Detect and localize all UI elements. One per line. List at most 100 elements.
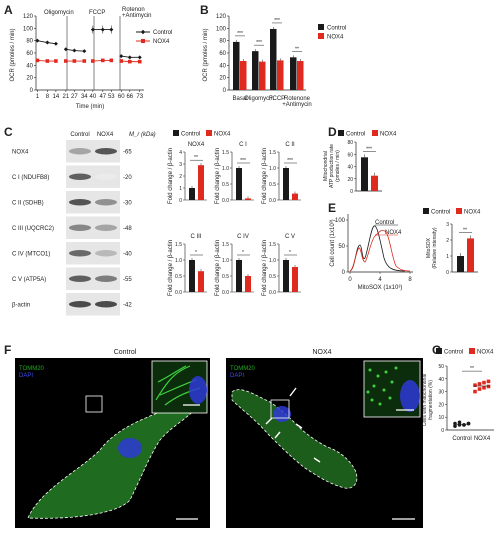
blot-band xyxy=(95,199,117,205)
chart-g-point-nox4 xyxy=(473,383,477,387)
chart-b-cat-rotenone: Rotenone +Antimycin xyxy=(282,96,312,108)
legend-e-nox4: NOX4 xyxy=(464,210,481,216)
chart-a-point-control xyxy=(128,55,132,59)
chart-c-ytick-label: 1.0 xyxy=(222,166,229,172)
chart-a-ytick-label: 120 xyxy=(23,14,34,20)
panel-label-a: A xyxy=(4,3,13,17)
blot-band xyxy=(95,301,117,307)
chart-a-point-nox4 xyxy=(110,59,114,63)
chart-c-ytick-label: 0 xyxy=(179,198,182,204)
chart-a-point-nox4 xyxy=(101,59,105,63)
chart-c-bar xyxy=(292,267,298,292)
chart-b-bar xyxy=(297,61,304,90)
chart-a-ytick-label: 80 xyxy=(26,39,33,45)
chart-b-bar xyxy=(233,42,240,90)
chart-a-xtick-label: 73 xyxy=(136,94,143,100)
chart-c-ytick-label: 0.0 xyxy=(222,198,229,204)
chart-c-sig: *** xyxy=(287,158,293,164)
chart-c-ytick-label: 0.0 xyxy=(269,198,276,204)
chart-a-xtick-label: 53 xyxy=(108,94,115,100)
chart-e-xtick-label: 8 xyxy=(408,277,412,283)
chart-c-ytick-label: 0.5 xyxy=(269,274,276,280)
panel-label-d: D xyxy=(328,125,337,139)
chart-a-point-control xyxy=(82,49,86,53)
panel-label-b: B xyxy=(200,3,209,17)
chart-a-xtick-label: 21 xyxy=(62,94,69,100)
legend-c-nox4: NOX4 xyxy=(214,132,231,138)
chart-g-point-nox4 xyxy=(482,381,486,385)
legend-b-nox4: NOX4 xyxy=(327,35,344,41)
chart-e2-ytick-label: 0 xyxy=(446,270,449,276)
chart-c-ylabel: Fold change / β-actin xyxy=(262,240,268,296)
chart-b-bar xyxy=(290,57,297,90)
chart-c-ytick-label: 0.5 xyxy=(222,182,229,188)
micro-nox4-dapi: DAPI xyxy=(230,373,244,379)
blot-row-label: C V (ATP5A) xyxy=(12,277,46,283)
chart-d-sig: *** xyxy=(366,146,372,152)
micro-nox4-nucleus xyxy=(273,406,291,422)
chart-c-ytick-label: 1 xyxy=(179,186,182,192)
chart-a-xtick-label: 8 xyxy=(46,94,50,100)
chart-c-ytick-label: 0.5 xyxy=(222,274,229,280)
chart-a-point-nox4 xyxy=(54,59,58,63)
chart-c-ytick-label: 1.0 xyxy=(222,258,229,264)
blot-band xyxy=(69,174,91,180)
blot-row-label: C II (SDHB) xyxy=(12,200,44,206)
chart-b-sig: ** xyxy=(295,46,299,52)
chart-a-ytick-label: 60 xyxy=(26,51,33,57)
chart-b-ytick-label: 20 xyxy=(219,76,226,82)
chart-a-xtick-label: 40 xyxy=(89,94,96,100)
chart-c-ytick-label: 0.0 xyxy=(269,290,276,296)
chart-b-bar xyxy=(259,62,266,90)
blot-lane-nox4: NOX4 xyxy=(97,132,114,138)
legend-b-control-swatch xyxy=(318,24,324,30)
chart-a-phase-rotenone: Rotenon +Antimycin xyxy=(122,7,152,19)
chart-g-point-control xyxy=(458,421,462,425)
chart-g-cat-nox4: NOX4 xyxy=(474,436,491,442)
chart-e2-bar xyxy=(457,256,464,272)
chart-c-legend: Control NOX4 xyxy=(173,130,231,138)
legend-g-control-swatch xyxy=(436,348,442,354)
chart-c-subtitle: C V xyxy=(285,234,295,240)
legend-a-control-marker xyxy=(141,30,145,34)
legend-g-control: Control xyxy=(444,350,463,356)
legend-a-nox4: NOX4 xyxy=(153,39,170,45)
panel-label-e: E xyxy=(328,201,336,215)
chart-e2-bar xyxy=(467,238,474,272)
western-blot: Control NOX4 M_r (kDa) NOX4 -65C I (NDUFB… xyxy=(12,132,156,316)
chart-g-cat-control: Control xyxy=(452,436,471,442)
chart-b-sig: *** xyxy=(237,31,243,37)
hist-nox4-curve xyxy=(350,230,410,271)
chart-g-point-nox4 xyxy=(482,386,486,390)
chart-c-ylabel: Fold change / β-actin xyxy=(262,148,268,204)
chart-g-point-control xyxy=(462,423,466,427)
chart-c-ytick-label: 0.0 xyxy=(175,290,182,296)
chart-c-sig: * xyxy=(195,250,197,256)
chart-a-phase-fccp: FCCP xyxy=(89,10,105,16)
micro-nox4-tomm20: TOMM20 xyxy=(230,366,256,372)
chart-c-bar xyxy=(198,165,204,200)
chart-g-ytick-label: 40 xyxy=(438,377,444,383)
blot-row-mw: -55 xyxy=(123,277,132,283)
chart-e-ytick-label: 100 xyxy=(335,218,346,224)
chart-e-hist: 0 4 8050100 Control NOX4 Cell count (1x10³… xyxy=(330,214,413,291)
micro-control-dapi: DAPI xyxy=(19,373,33,379)
chart-c-ytick-label: 1.5 xyxy=(175,242,182,248)
chart-c-subtitle: C IV xyxy=(237,234,249,240)
chart-e-ytick-label: 50 xyxy=(338,244,345,250)
chart-a-point-nox4 xyxy=(119,59,123,63)
chart-a-point-control xyxy=(45,41,49,45)
chart-a-legend: Control NOX4 xyxy=(136,30,172,45)
blot-band xyxy=(69,148,91,154)
blot-band xyxy=(69,250,91,256)
chart-g-ytick-label: 0 xyxy=(441,428,444,434)
chart-g-ytick-label: 10 xyxy=(438,415,444,421)
chart-c-ylabel: Fold change / β-actin xyxy=(168,148,174,204)
chart-c-ytick-label: 1.5 xyxy=(269,150,276,156)
chart-a-point-control xyxy=(72,49,76,53)
blot-row-mw: -65 xyxy=(123,149,132,155)
blot-band xyxy=(95,276,117,282)
chart-e2-ytick-label: 1 xyxy=(446,254,449,260)
chart-d-ytick-label: 40 xyxy=(347,165,353,171)
chart-c-ytick-label: 1.5 xyxy=(269,242,276,248)
